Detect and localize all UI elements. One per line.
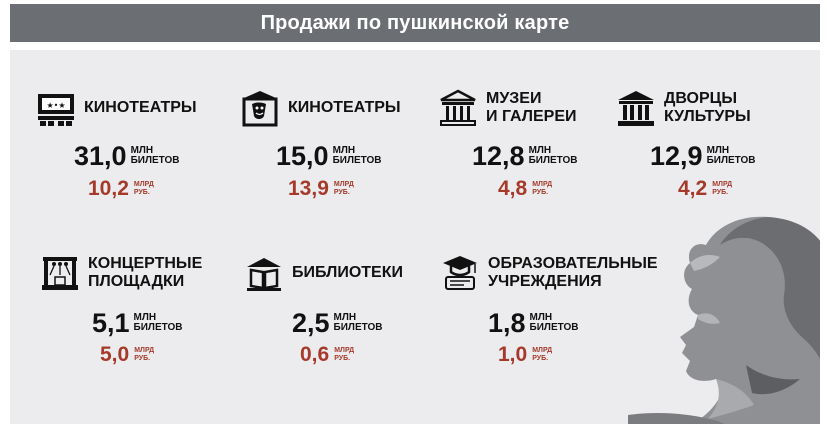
tickets-row: 12,8 МЛН БИЛЕТОВ (472, 142, 577, 170)
tickets-unit: МЛН БИЛЕТОВ (528, 145, 578, 166)
palace-icon (616, 88, 656, 128)
revenue-unit: МЛРД РУБ. (532, 347, 553, 362)
museum-icon (438, 88, 478, 128)
svg-text:★•★: ★•★ (46, 101, 65, 110)
revenue-unit: МЛРД РУБ. (134, 347, 155, 362)
stat-title: КОНЦЕРТНЫЕ ПЛОЩАДКИ (88, 255, 203, 290)
theater-masks-icon (240, 88, 280, 128)
header-banner: Продажи по пушкинской карте (10, 4, 820, 42)
revenue-unit: МЛРД РУБ. (532, 181, 553, 196)
stat-title: КИНОТЕАТРЫ (84, 99, 197, 116)
tickets-row: 12,9 МЛН БИЛЕТОВ (650, 142, 755, 170)
revenue-row: 4,8 МЛРД РУБ. (498, 178, 552, 200)
stat-educational: ОБРАЗОВАТЕЛЬНЫЕ УЧРЕЖДЕНИЯ (440, 253, 658, 293)
stat-title: КИНОТЕАТРЫ (288, 99, 401, 116)
tickets-unit: МЛН БИЛЕТОВ (706, 145, 756, 166)
revenue-unit: МЛРД РУБ. (334, 347, 355, 362)
stat-palaces: ДВОРЦЫ КУЛЬТУРЫ (616, 88, 751, 128)
tickets-unit: МЛН БИЛЕТОВ (333, 312, 383, 333)
revenue-row: 13,9 МЛРД РУБ. (288, 178, 354, 200)
revenue-row: 10,2 МЛРД РУБ. (88, 178, 154, 200)
revenue-unit: МЛРД РУБ. (333, 181, 354, 196)
revenue-row: 4,2 МЛРД РУБ. (678, 178, 732, 200)
revenue-value: 13,9 (288, 177, 329, 200)
stat-museums: МУЗЕИ И ГАЛЕРЕИ (438, 88, 577, 128)
stat-libraries: БИБЛИОТЕКИ (244, 253, 403, 293)
stat-concert-venues: КОНЦЕРТНЫЕ ПЛОЩАДКИ (40, 253, 202, 293)
revenue-value: 4,8 (498, 177, 528, 200)
revenue-value: 10,2 (88, 177, 129, 200)
tickets-value: 5,1 (92, 308, 130, 338)
tickets-value: 12,9 (650, 141, 703, 171)
revenue-unit: МЛРД РУБ. (712, 181, 733, 196)
tickets-unit: МЛН БИЛЕТОВ (133, 312, 183, 333)
stat-title: ОБРАЗОВАТЕЛЬНЫЕ УЧРЕЖДЕНИЯ (488, 255, 658, 290)
cinema-screen-icon: ★•★ (36, 88, 76, 128)
revenue-value: 5,0 (100, 343, 130, 366)
revenue-value: 0,6 (300, 343, 330, 366)
library-book-icon (244, 253, 284, 293)
stat-title: МУЗЕИ И ГАЛЕРЕИ (486, 90, 577, 125)
graduation-cap-icon (440, 253, 480, 293)
stats-panel: ★•★ КИНОТЕАТРЫ 31,0 МЛН БИЛЕТОВ 10,2 МЛР… (10, 50, 820, 424)
revenue-value: 1,0 (498, 343, 528, 366)
stat-cinemas-theater: КИНОТЕАТРЫ (240, 88, 401, 128)
revenue-unit: МЛРД РУБ. (133, 181, 154, 196)
tickets-value: 2,5 (292, 308, 330, 338)
pushkin-portrait-illustration (628, 216, 820, 424)
tickets-row: 31,0 МЛН БИЛЕТОВ (74, 142, 179, 170)
tickets-row: 5,1 МЛН БИЛЕТОВ (92, 309, 182, 337)
tickets-row: 1,8 МЛН БИЛЕТОВ (488, 309, 578, 337)
revenue-row: 0,6 МЛРД РУБ. (300, 344, 354, 366)
revenue-row: 1,0 МЛРД РУБ. (498, 344, 552, 366)
tickets-value: 1,8 (488, 308, 526, 338)
tickets-value: 31,0 (74, 141, 127, 171)
tickets-value: 15,0 (276, 141, 329, 171)
stat-cinemas-screen: ★•★ КИНОТЕАТРЫ (36, 88, 197, 128)
tickets-row: 15,0 МЛН БИЛЕТОВ (276, 142, 381, 170)
tickets-unit: МЛН БИЛЕТОВ (332, 145, 382, 166)
tickets-row: 2,5 МЛН БИЛЕТОВ (292, 309, 382, 337)
tickets-unit: МЛН БИЛЕТОВ (130, 145, 180, 166)
stat-title: ДВОРЦЫ КУЛЬТУРЫ (664, 90, 751, 125)
tickets-unit: МЛН БИЛЕТОВ (529, 312, 579, 333)
page-title: Продажи по пушкинской карте (260, 11, 570, 34)
revenue-row: 5,0 МЛРД РУБ. (100, 344, 154, 366)
tickets-value: 12,8 (472, 141, 525, 171)
concert-stage-icon (40, 253, 80, 293)
stat-title: БИБЛИОТЕКИ (292, 264, 403, 281)
revenue-value: 4,2 (678, 177, 708, 200)
